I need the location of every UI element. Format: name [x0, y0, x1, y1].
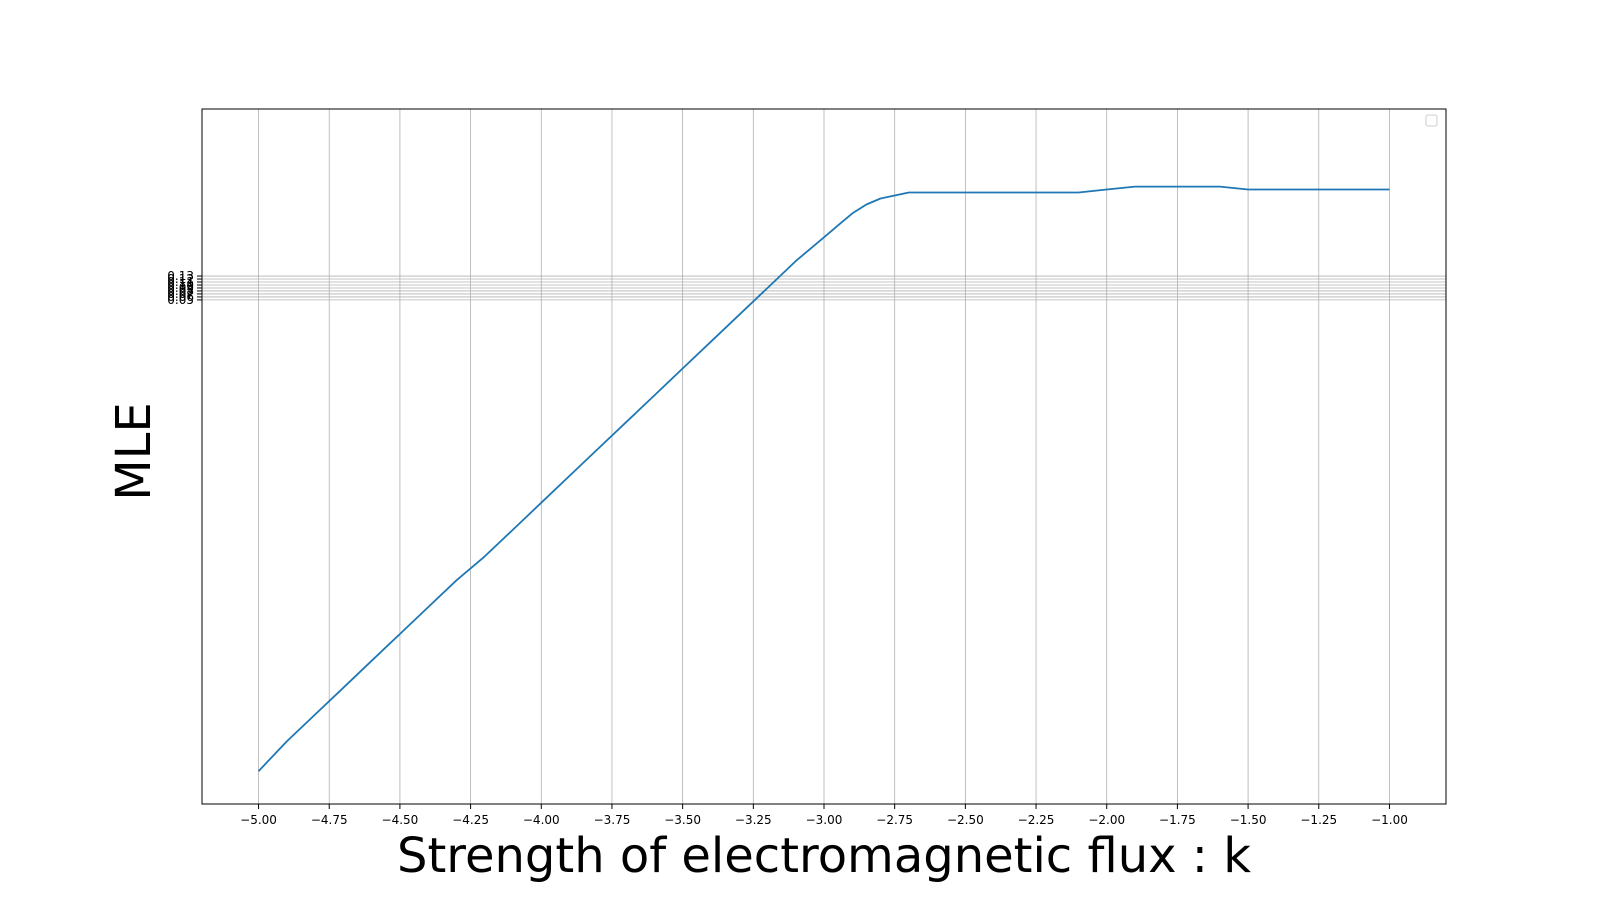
- x-tick-label: −4.25: [452, 813, 489, 827]
- x-tick-label: −3.25: [735, 813, 772, 827]
- y-tick-label: 0.09: [167, 281, 194, 295]
- legend-box[interactable]: [1425, 114, 1438, 127]
- x-tick-label: −2.50: [947, 813, 984, 827]
- y-tick-label: 0.13: [167, 269, 194, 283]
- x-tick-label: −3.50: [664, 813, 701, 827]
- x-axis-ticks: −5.00 −4.75 −4.50 −4.25 −4.00 −3.75 −3.50 −3.25…: [240, 804, 1408, 827]
- x-tick-label: −1.25: [1300, 813, 1337, 827]
- x-tick-label: −3.75: [594, 813, 631, 827]
- y-tick-label: 0.12: [167, 272, 194, 286]
- x-tick-label: −2.00: [1088, 813, 1125, 827]
- x-tick-label: −4.75: [311, 813, 348, 827]
- y-tick-label: 0.10: [167, 278, 194, 292]
- grid: [202, 109, 1446, 804]
- y-tick-label: 0.06: [167, 290, 194, 304]
- x-tick-label: −4.00: [523, 813, 560, 827]
- x-tick-label: −4.50: [382, 813, 419, 827]
- y-axis-label: MLE: [106, 402, 162, 500]
- y-tick-label: 0.11: [167, 275, 194, 289]
- x-tick-label: −1.50: [1230, 813, 1267, 827]
- x-tick-label: −2.25: [1018, 813, 1055, 827]
- y-tick-label: 0.07: [167, 287, 194, 301]
- y-tick-label: 0.08: [167, 284, 194, 298]
- x-tick-label: −3.00: [806, 813, 843, 827]
- mle-series-line: [257, 185, 1390, 772]
- x-axis-label: Strength of electromagnetic flux : k: [397, 828, 1251, 884]
- y-axis-ticks: 0.050.060.070.080.090.100.110.120.13: [167, 269, 202, 307]
- x-tick-label: −2.75: [876, 813, 913, 827]
- x-tick-label: −5.00: [240, 813, 277, 827]
- x-tick-label: −1.75: [1159, 813, 1196, 827]
- y-tick-label: 0.05: [167, 293, 194, 307]
- series-layer: [257, 185, 1390, 772]
- x-tick-label: −1.00: [1371, 813, 1408, 827]
